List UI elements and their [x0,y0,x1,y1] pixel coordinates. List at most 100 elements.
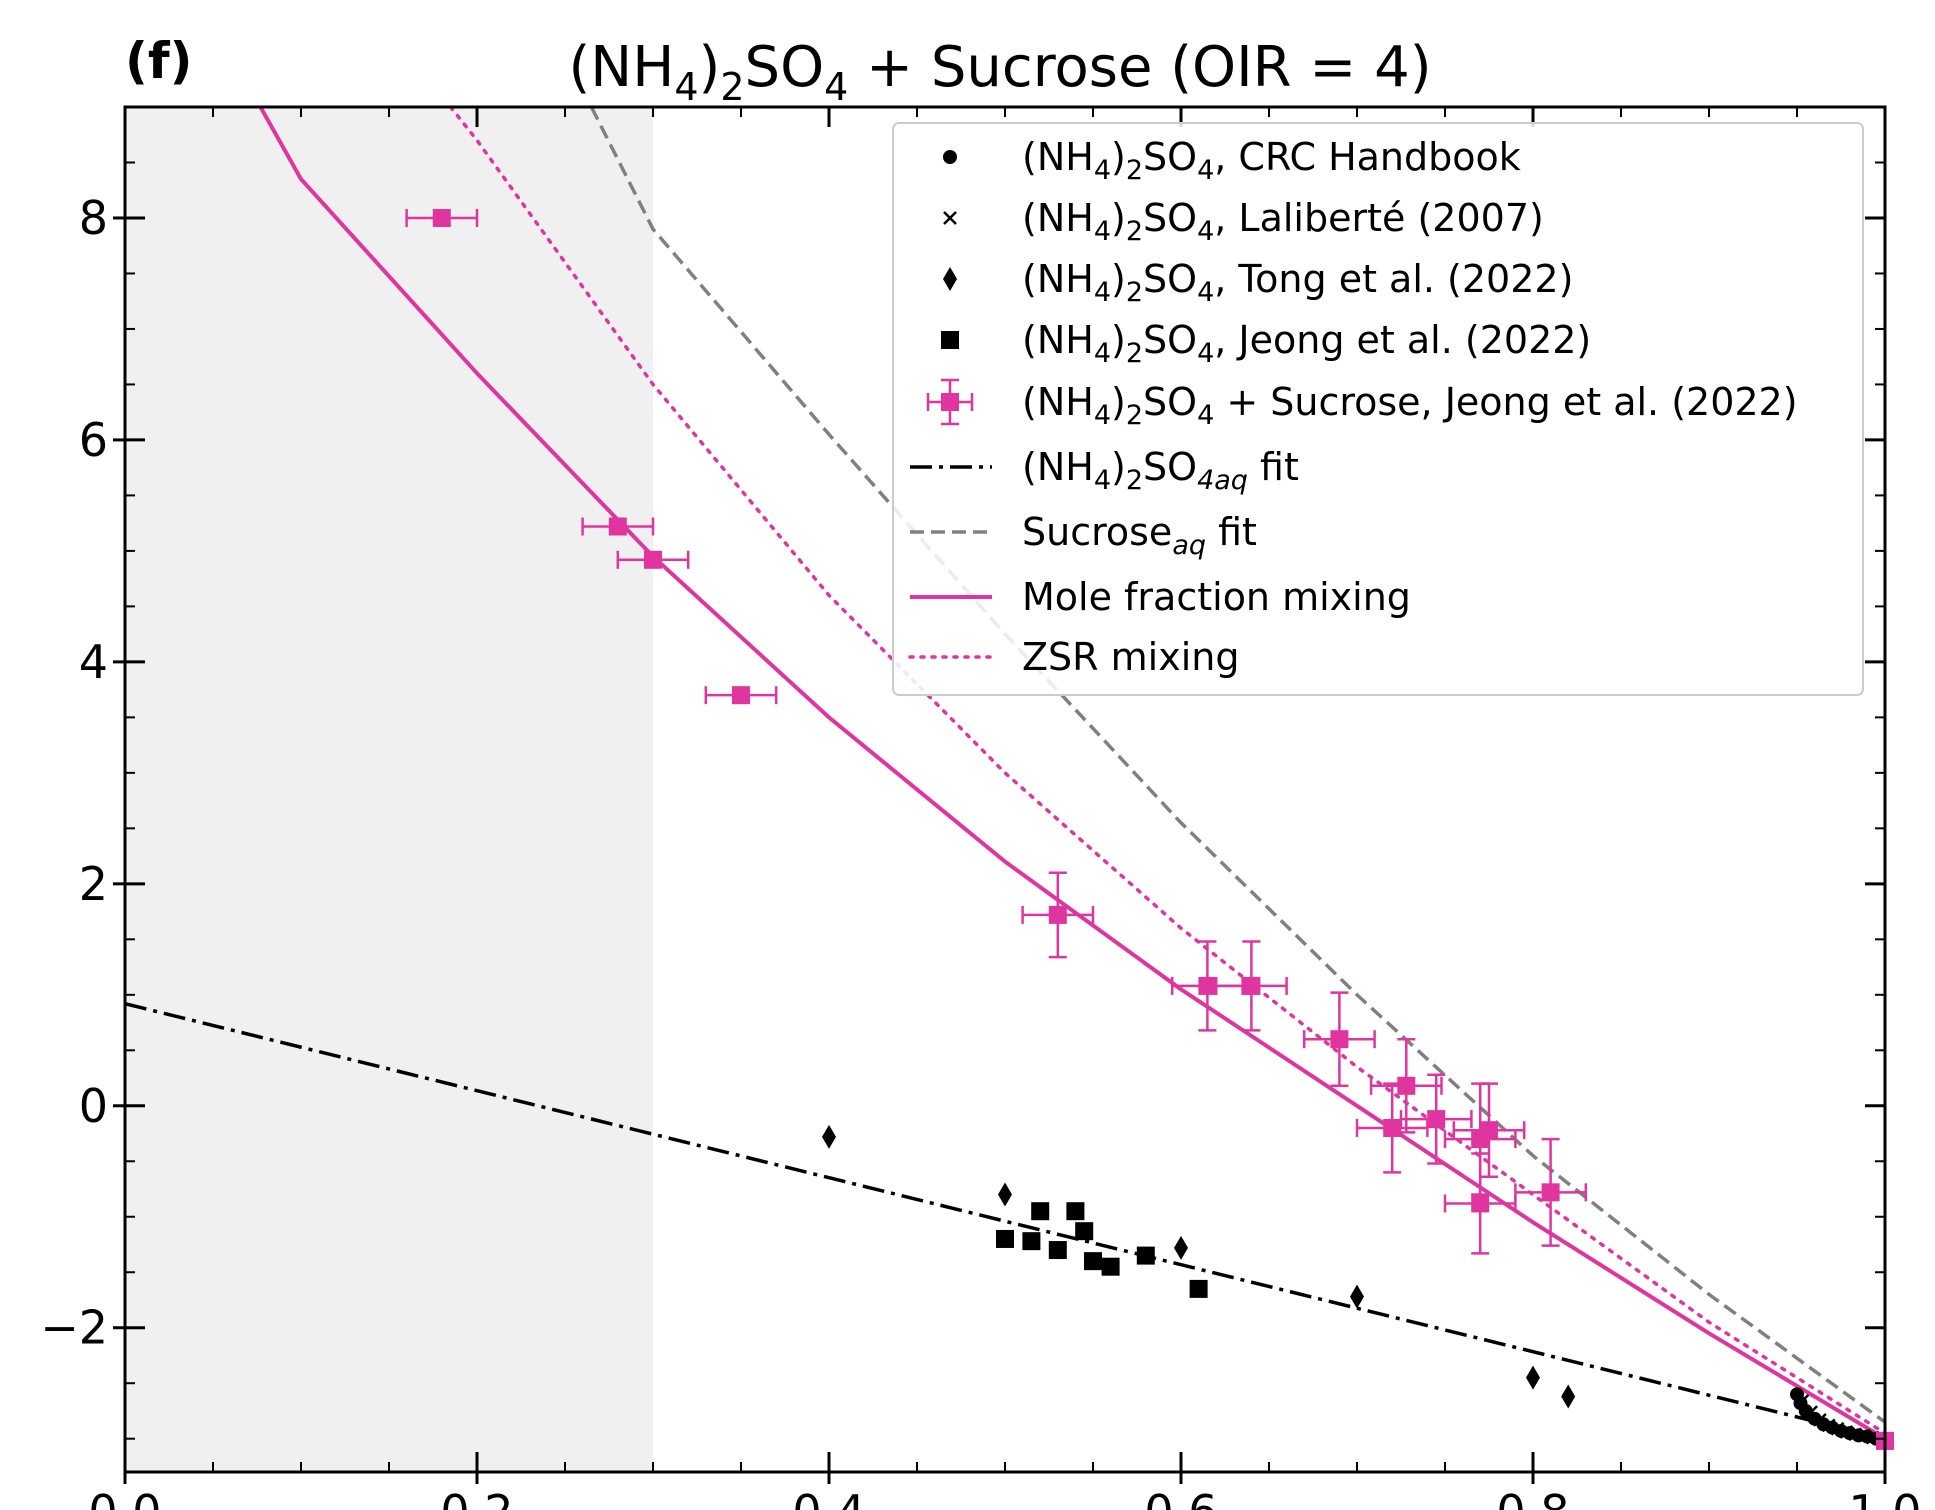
legend-entry-nh4-2so4-crc-handbook: (NH4)2SO4, CRC Handbook [943,135,1521,186]
legend-label: (NH4)2SO4, CRC Handbook [1022,135,1521,186]
x-tick-label: 0.4 [792,1485,865,1510]
data-point [1136,1246,1155,1265]
y-tick-label: 8 [79,191,108,245]
data-point-shape [1821,1418,1836,1433]
data-point [1302,991,1376,1088]
data-point-shape [1795,1394,1810,1408]
legend-entry-sucroseaq-fit: Sucroseaq fit [910,510,1257,561]
legend-marker-shape [943,211,957,225]
data-point [1022,1232,1041,1251]
data-point-marker [1427,1110,1446,1129]
data-point [1452,1082,1526,1179]
data-point-marker [1242,976,1261,995]
data-point [1174,1235,1188,1260]
series-nh4-2so4-sucrose-jeong-et-al-2022 [405,208,1894,1450]
y-tick-label: 0 [79,1079,108,1133]
data-point [822,1124,836,1149]
legend-marker [943,267,957,291]
data-point [1526,1365,1540,1390]
legend-entry-nh4-2so4-jeong-et-al-2022: (NH4)2SO4, Jeong et al. (2022) [941,318,1591,369]
legend-label: Mole fraction mixing [1022,575,1411,619]
data-point-shape [1812,1412,1827,1427]
data-point [1350,1284,1364,1309]
legend-entry-nh4-2so4-tong-et-al-2022: (NH4)2SO4, Tong et al. (2022) [943,257,1573,308]
data-point [1561,1384,1576,1409]
legend-label: (NH4)2SO4, Laliberté (2007) [1022,196,1544,247]
data-point-shape [1830,1421,1845,1436]
line-mole-fraction-mixing [258,107,1885,1441]
series-nh4-2so4-crc-handbook [1790,1387,1884,1446]
data-point [1066,1202,1085,1221]
line-zsr-mixing [448,107,1885,1435]
data-point-marker [1383,1118,1402,1137]
data-point [1084,1252,1102,1271]
legend-entry-zsr-mixing: ZSR mixing [908,635,1239,679]
data-point-marker [732,686,750,705]
line-sucroseaq-fit [589,107,1885,1424]
legend-entry-nh4-2so4-sucrose-jeong-et-al-2022: (NH4)2SO4 + Sucrose, Jeong et al. (2022) [926,378,1798,431]
legend-label: (NH4)2SO4, Jeong et al. (2022) [1022,318,1591,369]
x-tick-label: 1.0 [1848,1485,1921,1510]
legend-marker [941,331,959,349]
chart-title: (NH4)2SO4 + Sucrose (OIR = 4) [568,35,1431,109]
series-nh4-2so4-tong-et-al-2022 [822,1124,1576,1409]
legend-label: (NH4)2SO4aq fit [1022,445,1299,496]
x-tick-label: 0.6 [1144,1485,1217,1510]
y-tick-label: −2 [40,1301,108,1355]
data-point [1514,1137,1588,1247]
data-point-marker [644,550,662,569]
data-point [581,517,655,536]
legend-entry-nh4-2so4-lalibert-2007: (NH4)2SO4, Laliberté (2007) [943,196,1544,247]
data-point [1795,1394,1810,1408]
data-point [1399,1073,1473,1165]
data-point [1443,1152,1517,1255]
data-point-marker [1198,976,1217,995]
x-tick-label: 0.2 [440,1485,513,1510]
panel-label: (f) [125,32,192,90]
data-point-marker [1048,905,1067,924]
data-point [1812,1412,1827,1427]
data-point-marker [1471,1194,1490,1213]
data-point [1021,871,1095,959]
data-point [998,1182,1012,1207]
y-tick-label: 2 [79,857,108,911]
data-point [1075,1222,1094,1241]
data-point-marker [1541,1183,1560,1202]
x-tick-label: 0.8 [1496,1485,1569,1510]
legend-label: ZSR mixing [1022,635,1239,679]
legend-entry-mole-fraction-mixing: Mole fraction mixing [910,575,1411,619]
data-point [996,1229,1014,1248]
legend-entry-nh4-2so4aq-fit: (NH4)2SO4aq fit [910,445,1299,496]
data-point-marker [1397,1076,1416,1095]
data-point [704,686,778,705]
data-point [1031,1202,1050,1221]
series-nh4-2so4-jeong-et-al-2022 [996,1202,1208,1298]
data-point [1101,1257,1120,1276]
legend-box [892,122,1864,696]
data-point [405,208,479,227]
y-tick-label: 6 [79,413,108,467]
data-point [1048,1241,1067,1260]
data-point [1821,1418,1836,1433]
x-tick-label: 0.0 [88,1485,161,1510]
data-point-marker [432,208,451,227]
legend-marker [943,211,957,225]
legend-label: Sucroseaq fit [1022,510,1257,561]
data-point [1355,1082,1429,1174]
legend-handle [926,378,974,426]
data-point [1189,1279,1208,1298]
legend-label: (NH4)2SO4 + Sucrose, Jeong et al. (2022) [1022,380,1798,431]
data-point [616,550,690,569]
data-point [1830,1421,1845,1436]
data-point-marker [1480,1121,1498,1140]
y-tick-label: 4 [79,635,108,689]
data-point [1214,940,1288,1032]
data-point [1170,940,1244,1032]
legend-marker [943,150,957,164]
legend-marker [941,393,959,411]
data-point-marker [608,517,627,536]
shaded-region [125,107,653,1472]
data-point-marker [1330,1030,1349,1049]
legend-label: (NH4)2SO4, Tong et al. (2022) [1022,257,1573,308]
